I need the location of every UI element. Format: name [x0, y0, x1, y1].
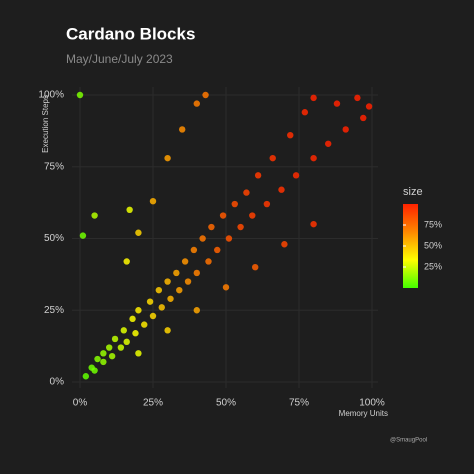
- point: [126, 206, 133, 213]
- point: [342, 126, 349, 133]
- x-tick-label: 50%: [216, 398, 236, 409]
- point: [123, 258, 130, 265]
- y-tick-label: 25%: [44, 305, 64, 316]
- y-tick-label: 50%: [44, 233, 64, 244]
- point: [254, 172, 262, 179]
- point: [135, 350, 142, 357]
- point: [237, 223, 244, 231]
- point: [208, 223, 215, 231]
- point: [100, 350, 107, 357]
- point: [117, 344, 125, 351]
- point: [167, 295, 174, 302]
- point: [231, 200, 238, 208]
- x-tick-label: 25%: [143, 398, 163, 409]
- point: [193, 307, 200, 314]
- point: [354, 94, 361, 102]
- chart-title: Cardano Blocks: [66, 24, 195, 43]
- point: [158, 304, 165, 311]
- point: [179, 126, 186, 133]
- point: [249, 212, 256, 219]
- point: [310, 94, 317, 102]
- point: [225, 235, 233, 242]
- y-tick-label: 0%: [50, 377, 65, 388]
- point: [91, 367, 98, 374]
- point: [135, 229, 142, 236]
- point: [76, 91, 84, 99]
- point: [123, 338, 130, 346]
- point: [214, 246, 221, 254]
- point: [132, 330, 139, 337]
- point: [120, 327, 128, 334]
- point: [135, 307, 142, 314]
- point: [149, 312, 157, 320]
- point: [164, 327, 171, 334]
- point: [190, 246, 198, 254]
- point: [173, 269, 180, 277]
- point: [360, 114, 367, 122]
- point: [269, 154, 276, 162]
- point: [176, 286, 183, 294]
- point: [205, 258, 212, 265]
- y-tick-label: 100%: [38, 90, 64, 101]
- point: [82, 373, 90, 380]
- point: [281, 241, 288, 248]
- point: [310, 154, 317, 162]
- point: [310, 220, 317, 228]
- point: [333, 100, 341, 107]
- point: [141, 321, 148, 328]
- x-tick-label: 0%: [73, 398, 88, 409]
- point: [108, 352, 116, 360]
- color-tick-label: 75%: [424, 219, 442, 229]
- point: [287, 131, 294, 139]
- point: [164, 154, 171, 162]
- point: [91, 212, 98, 219]
- point: [199, 235, 206, 242]
- legend-title: size: [403, 186, 423, 198]
- point: [94, 355, 101, 363]
- point: [193, 100, 200, 107]
- point: [219, 212, 227, 219]
- point: [146, 298, 154, 305]
- color-tick-label: 50%: [424, 240, 442, 250]
- point: [100, 358, 107, 366]
- point: [181, 258, 189, 265]
- point: [149, 197, 157, 205]
- chart-subtitle: May/June/July 2023: [66, 52, 173, 66]
- color-bar: [403, 204, 418, 288]
- point: [79, 232, 87, 239]
- point: [106, 344, 113, 351]
- y-tick-label: 75%: [44, 161, 64, 172]
- point: [243, 189, 250, 196]
- point: [164, 278, 171, 285]
- point: [222, 284, 230, 291]
- point: [292, 172, 300, 179]
- point: [155, 286, 163, 294]
- point: [301, 109, 309, 116]
- point: [129, 315, 136, 323]
- x-tick-label: 75%: [289, 398, 309, 409]
- point: [325, 140, 332, 147]
- point: [365, 103, 373, 110]
- point: [193, 269, 200, 277]
- point: [263, 200, 271, 208]
- x-axis-title: Memory Units: [339, 409, 388, 418]
- point: [111, 335, 119, 343]
- y-axis-title: Execution Steps: [41, 95, 50, 153]
- point: [278, 186, 285, 193]
- point: [184, 278, 192, 285]
- caption: @SmaugPool: [390, 438, 427, 444]
- color-tick-label: 25%: [424, 261, 442, 271]
- point: [202, 91, 209, 99]
- x-tick-label: 100%: [359, 398, 385, 409]
- point: [252, 264, 259, 271]
